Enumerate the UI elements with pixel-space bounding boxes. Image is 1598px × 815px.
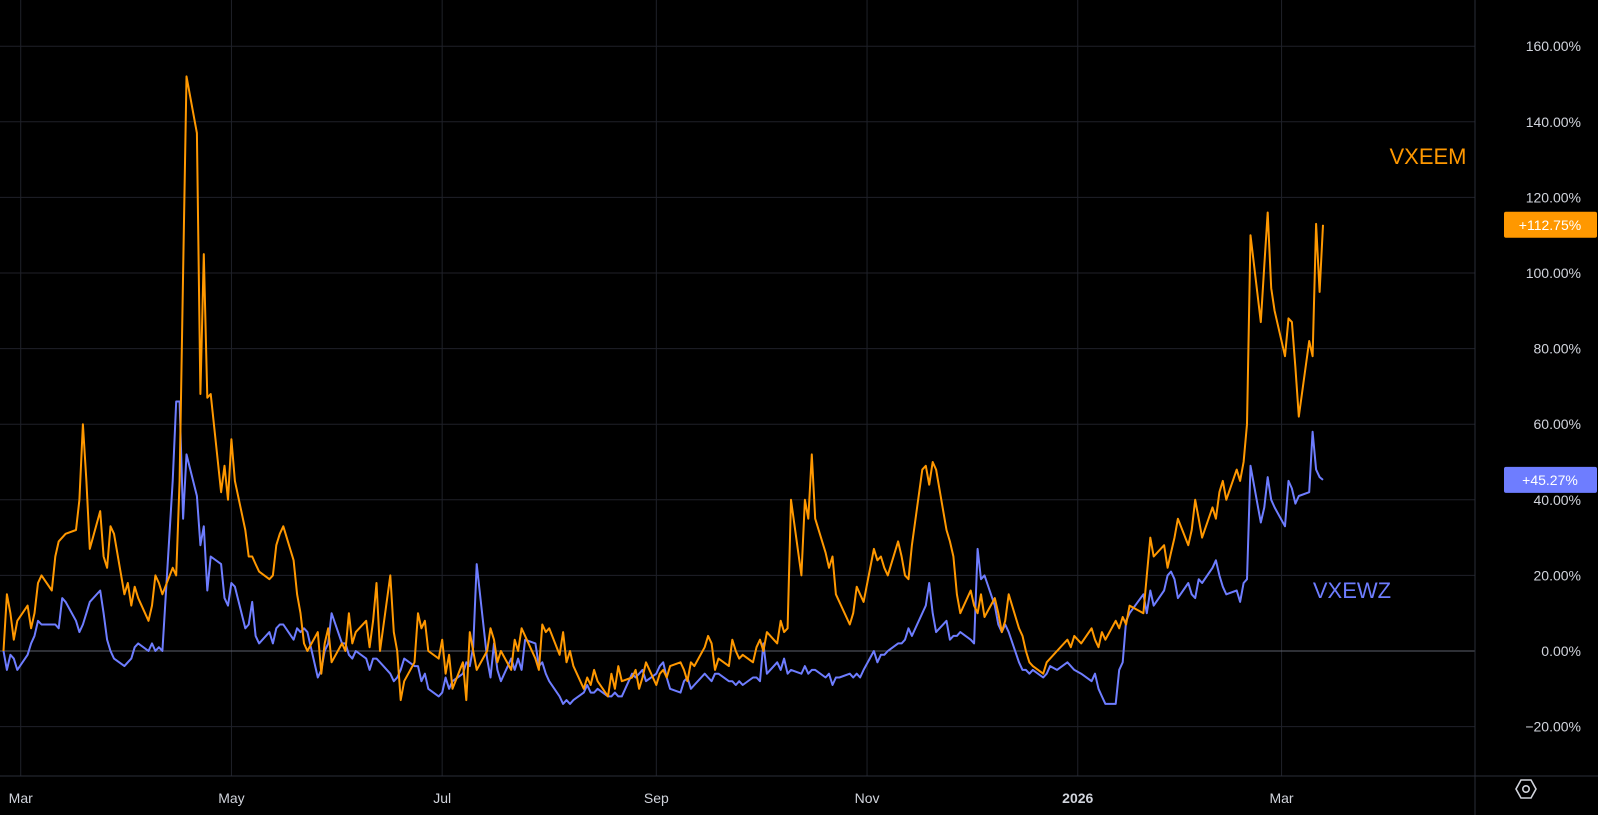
y-tick-label: 140.00% [1526,114,1581,130]
grid [0,0,1475,776]
last-value-text: +45.27% [1522,472,1578,488]
series-line-vxewz[interactable] [2,400,1324,705]
y-tick-label: 0.00% [1541,643,1581,659]
x-tick-label: Mar [9,790,33,806]
y-tick-label: 160.00% [1526,38,1581,54]
y-tick-label: −20.00% [1525,719,1581,735]
x-tick-label: Jul [433,790,451,806]
x-tick-label: 2026 [1062,790,1093,806]
y-tick-label: 20.00% [1534,567,1581,583]
x-tick-label: Mar [1269,790,1293,806]
y-tick-label: 100.00% [1526,265,1581,281]
last-value-badges: +112.75% +45.27% [1504,211,1597,493]
x-tick-label: May [218,790,244,806]
series-name-labels: VXEEM VXEWZ [1313,144,1467,603]
time-scale[interactable]: Mar May Jul Sep Nov 2026 Mar [9,790,1294,806]
last-value-badge-vxewz [1504,466,1597,493]
y-tick-label: 80.00% [1534,341,1581,357]
price-scale[interactable]: 160.00% 140.00% 120.00% 100.00% 80.00% 60.00%… [1525,38,1581,734]
series-lines[interactable] [2,75,1324,705]
series-name-label: VXEWZ [1313,578,1391,603]
x-tick-label: Nov [855,790,880,806]
y-tick-label: 120.00% [1526,189,1581,205]
y-tick-label: 60.00% [1534,416,1581,432]
last-value-badge-vxeem [1504,211,1597,238]
x-tick-label: Sep [644,790,669,806]
last-value-text: +112.75% [1519,217,1581,233]
series-name-label: VXEEM [1389,144,1466,169]
series-line-vxeem[interactable] [2,75,1324,702]
y-tick-label: 40.00% [1534,492,1581,508]
chart-settings-button[interactable] [1505,770,1547,808]
settings-gear-icon [1515,779,1537,799]
